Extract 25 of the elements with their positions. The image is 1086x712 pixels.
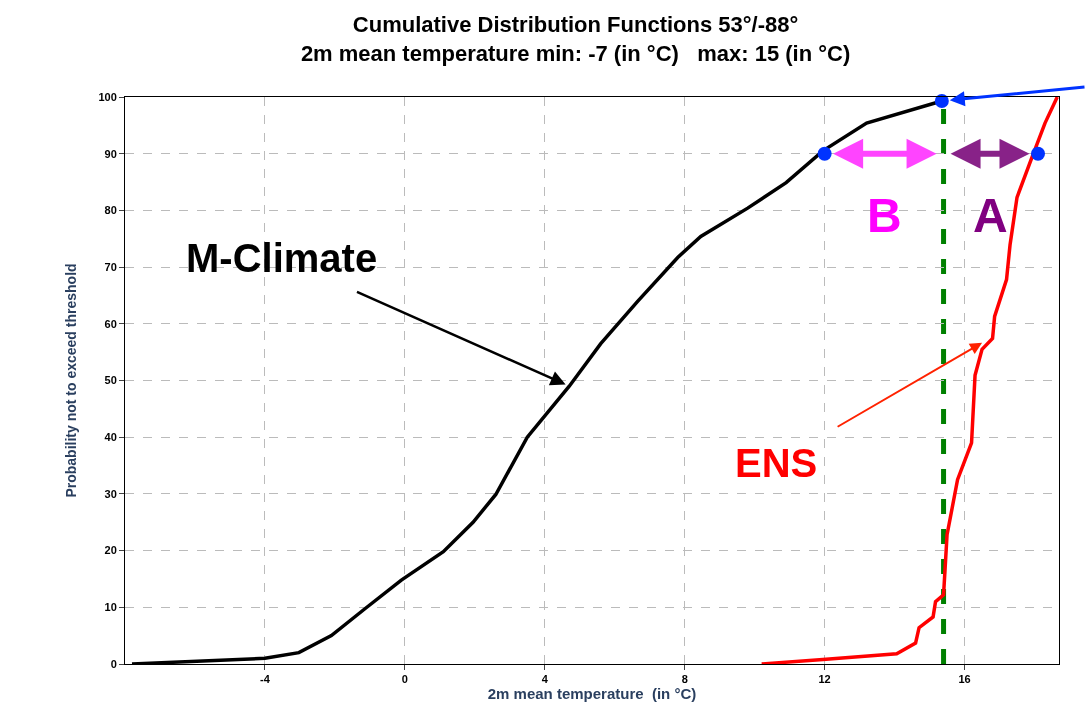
y-tick-label: 80	[104, 204, 117, 217]
x-tick-label: 8	[681, 673, 688, 686]
y-tick-label: 20	[104, 544, 117, 557]
y-axis-title: Probability not to exceed threshold	[63, 263, 80, 498]
y-tick-label: 0	[110, 657, 117, 670]
annotation: B	[867, 189, 902, 242]
y-tick-label: 40	[104, 431, 117, 444]
y-tick-label: 60	[104, 317, 117, 330]
chart-title: Cumulative Distribution Functions 53°/-88°	[352, 12, 799, 38]
y-tick-label: 30	[104, 487, 117, 500]
x-tick-label: -4	[260, 673, 271, 686]
x-axis-title: 2m mean temperature (in °C)	[487, 685, 697, 703]
y-tick-label: 10	[104, 601, 117, 614]
y-tick-label: 50	[104, 374, 117, 387]
annotation: M-Climate	[186, 236, 378, 280]
x-tick-label: 16	[958, 673, 971, 686]
annotation: ENS	[735, 441, 818, 485]
y-tick-label: 100	[98, 90, 117, 103]
x-tick-label: 0	[401, 673, 408, 686]
x-tick-label: 4	[541, 673, 549, 686]
chart-subtitle: 2m mean temperature min: -7 (in °C) max: 15 (in °C)	[300, 40, 851, 66]
y-tick-label: 90	[104, 147, 117, 160]
x-tick-label: 12	[818, 673, 831, 686]
annotation: A	[973, 189, 1008, 242]
y-tick-label: 70	[104, 260, 117, 273]
